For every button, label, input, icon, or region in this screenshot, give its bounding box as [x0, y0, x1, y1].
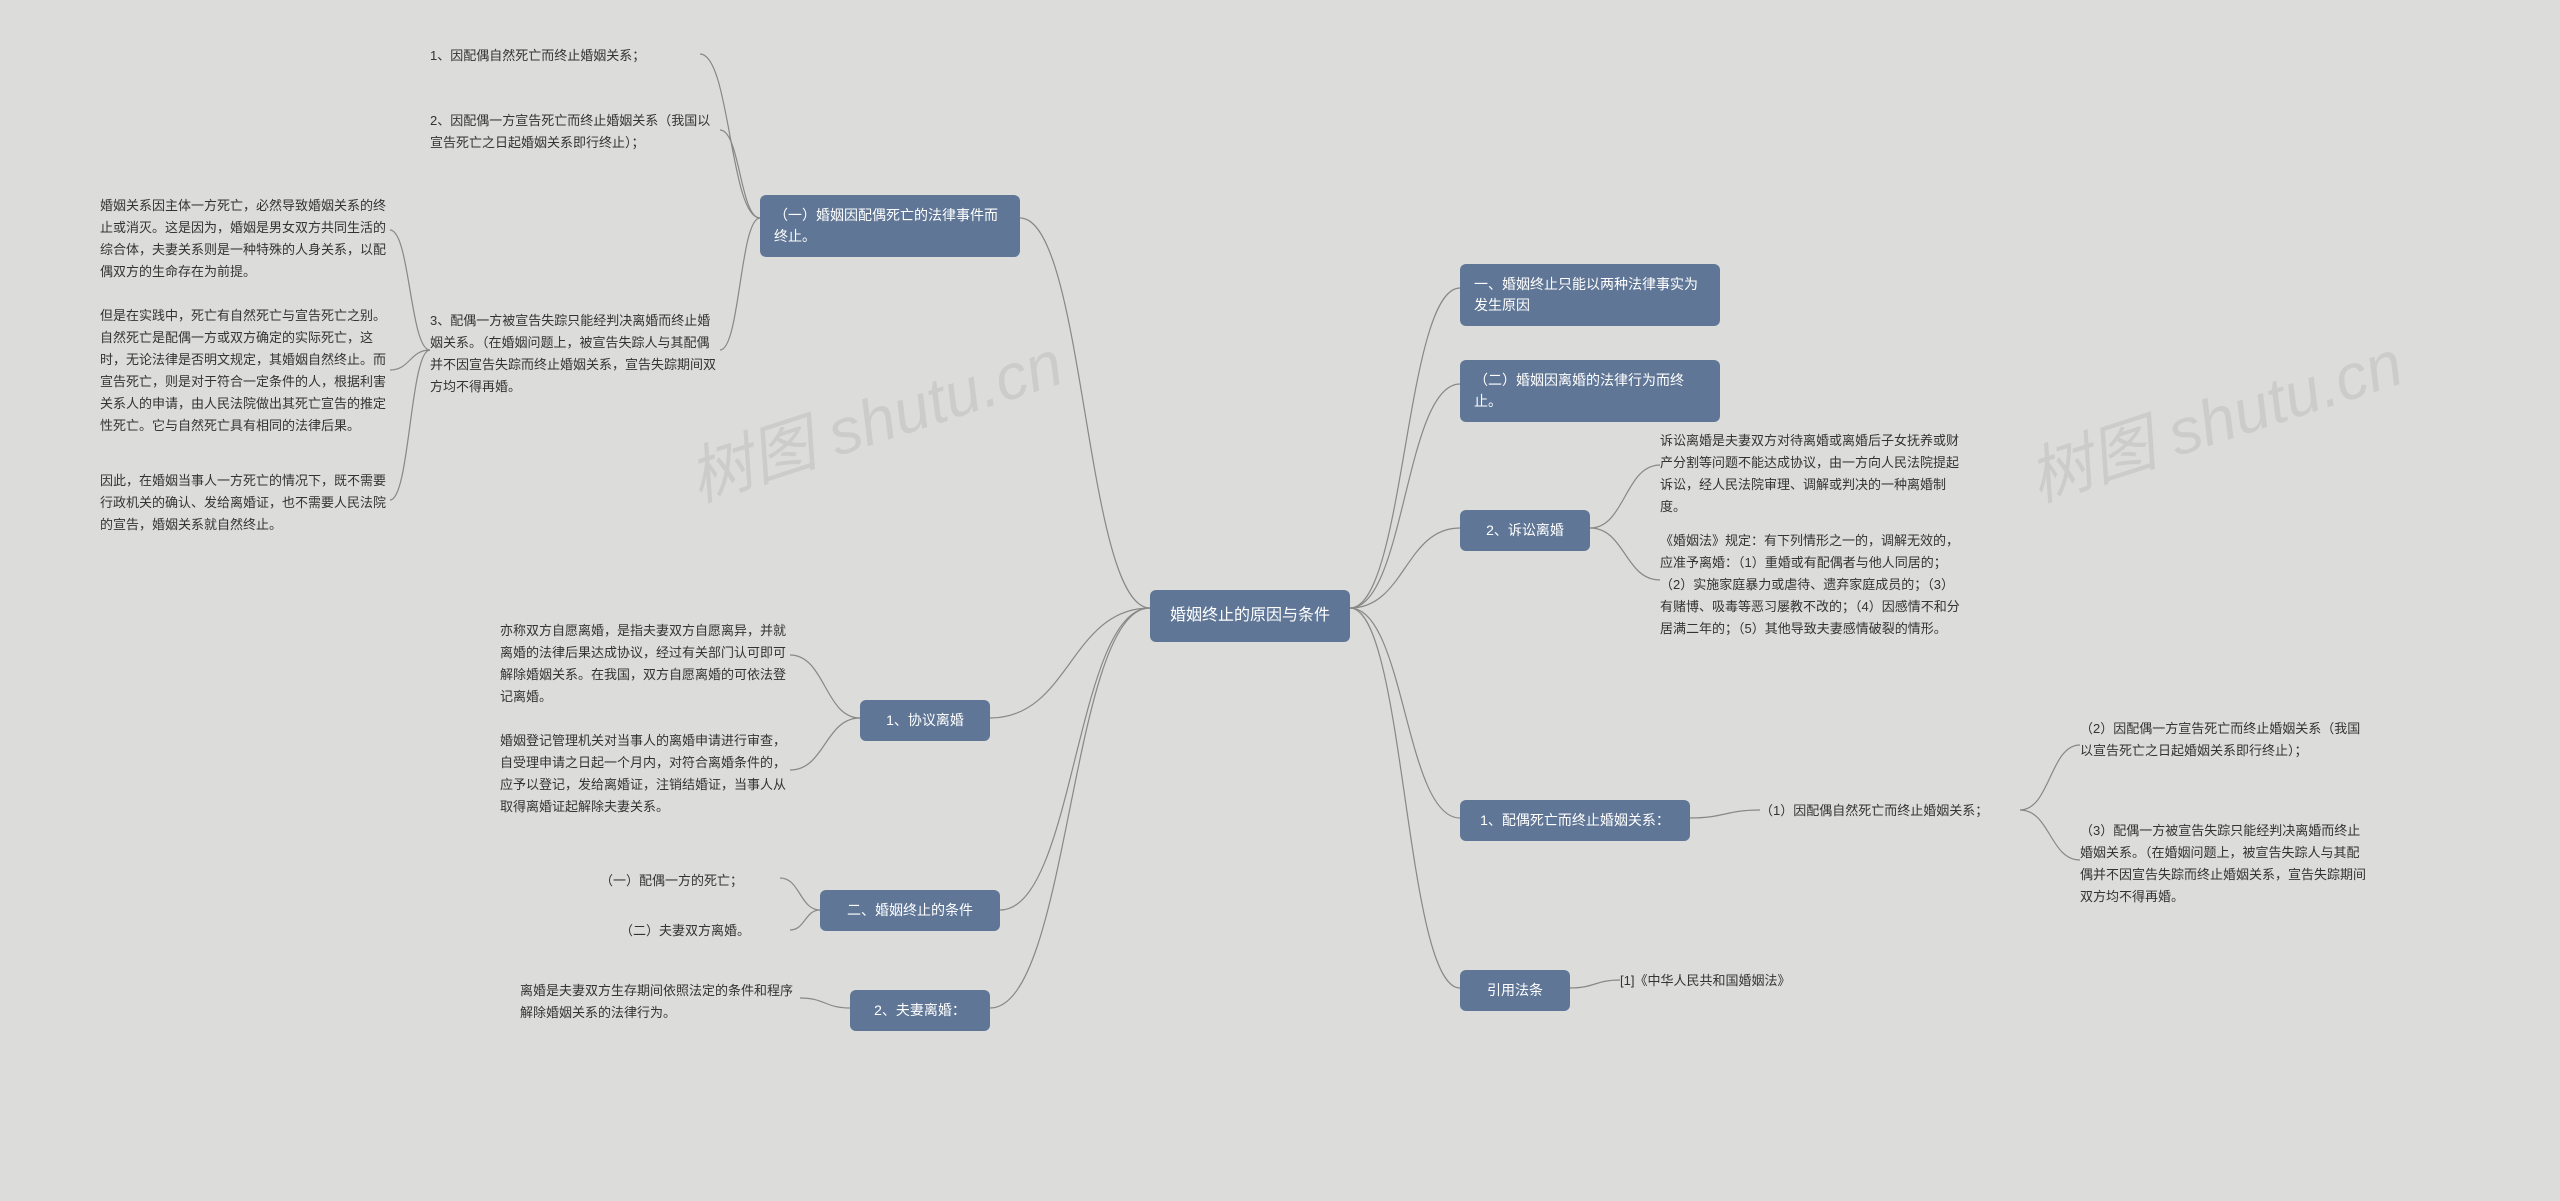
node-r5[interactable]: 引用法条 — [1460, 970, 1570, 1011]
leaf-l2a: 亦称双方自愿离婚，是指夫妻双方自愿离异，并就离婚的法律后果达成协议，经过有关部门… — [500, 620, 790, 708]
node-l3[interactable]: 二、婚姻终止的条件 — [820, 890, 1000, 931]
leaf-l3a: （一）配偶一方的死亡； — [600, 870, 780, 892]
node-l1[interactable]: （一）婚姻因配偶死亡的法律事件而终止。 — [760, 195, 1020, 257]
leaf-r3b: 《婚姻法》规定：有下列情形之一的，调解无效的，应准予离婚：（1）重婚或有配偶者与… — [1660, 530, 1960, 640]
root-node[interactable]: 婚姻终止的原因与条件 — [1150, 590, 1350, 642]
leaf-l1c1: 婚姻关系因主体一方死亡，必然导致婚姻关系的终止或消灭。这是因为，婚姻是男女双方共… — [100, 195, 390, 283]
node-r2[interactable]: （二）婚姻因离婚的法律行为而终止。 — [1460, 360, 1720, 422]
leaf-l1c2: 但是在实践中，死亡有自然死亡与宣告死亡之别。自然死亡是配偶一方或双方确定的实际死… — [100, 305, 390, 438]
node-r1[interactable]: 一、婚姻终止只能以两种法律事实为发生原因 — [1460, 264, 1720, 326]
leaf-r4a2: （3）配偶一方被宣告失踪只能经判决离婚而终止婚姻关系。（在婚姻问题上，被宣告失踪… — [2080, 820, 2370, 908]
leaf-l3b: （二）夫妻双方离婚。 — [620, 920, 790, 942]
watermark-2: 树图 shutu.cn — [2015, 312, 2412, 519]
leaf-l1c: 3、配偶一方被宣告失踪只能经判决离婚而终止婚姻关系。（在婚姻问题上，被宣告失踪人… — [430, 310, 720, 398]
node-r3[interactable]: 2、诉讼离婚 — [1460, 510, 1590, 551]
leaf-l2b: 婚姻登记管理机关对当事人的离婚申请进行审查，自受理申请之日起一个月内，对符合离婚… — [500, 730, 790, 818]
leaf-r4a1: （2）因配偶一方宣告死亡而终止婚姻关系（我国以宣告死亡之日起婚姻关系即行终止）； — [2080, 718, 2370, 762]
leaf-l4a: 离婚是夫妻双方生存期间依照法定的条件和程序解除婚姻关系的法律行为。 — [520, 980, 800, 1024]
leaf-r5a: [1]《中华人民共和国婚姻法》 — [1620, 970, 1850, 992]
leaf-l1c3: 因此，在婚姻当事人一方死亡的情况下，既不需要行政机关的确认、发给离婚证，也不需要… — [100, 470, 390, 536]
leaf-r3a: 诉讼离婚是夫妻双方对待离婚或离婚后子女抚养或财产分割等问题不能达成协议，由一方向… — [1660, 430, 1960, 518]
node-r4[interactable]: 1、配偶死亡而终止婚姻关系： — [1460, 800, 1690, 841]
node-l4[interactable]: 2、夫妻离婚： — [850, 990, 990, 1031]
leaf-r4a: （1）因配偶自然死亡而终止婚姻关系； — [1760, 800, 2020, 822]
node-l2[interactable]: 1、协议离婚 — [860, 700, 990, 741]
leaf-l1a: 1、因配偶自然死亡而终止婚姻关系； — [430, 45, 700, 67]
watermark-1: 树图 shutu.cn — [675, 312, 1072, 519]
leaf-l1b: 2、因配偶一方宣告死亡而终止婚姻关系（我国以宣告死亡之日起婚姻关系即行终止）； — [430, 110, 720, 154]
